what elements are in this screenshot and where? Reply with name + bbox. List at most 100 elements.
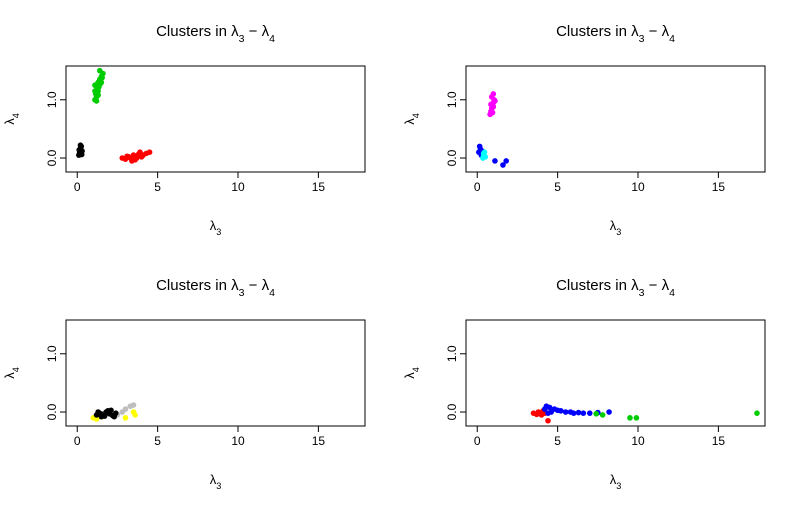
- data-point: [633, 415, 640, 421]
- data-point: [580, 410, 587, 416]
- data-point: [492, 98, 498, 104]
- series-1: [76, 142, 85, 158]
- data-point: [546, 404, 553, 411]
- y-axis-label-symbol: λ: [402, 372, 417, 379]
- y-tick-label: 1.0: [445, 345, 459, 362]
- data-point: [586, 410, 593, 416]
- data-point: [489, 109, 496, 116]
- series-1: [487, 91, 498, 118]
- data-point: [500, 162, 506, 168]
- chart-title-subscript: 4: [269, 33, 275, 45]
- chart-title-subscript: 3: [239, 33, 245, 45]
- y-tick-label: 1.0: [45, 345, 59, 362]
- x-axis-label-symbol: λ: [610, 472, 617, 487]
- y-tick-label: 0.0: [45, 149, 59, 166]
- x-axis-label-symbol: λ: [210, 472, 217, 487]
- data-point: [480, 150, 487, 157]
- data-point: [99, 74, 105, 81]
- chart-title: Clusters in λ3 − λ4: [156, 23, 275, 45]
- data-point: [545, 417, 551, 424]
- series-3: [119, 149, 153, 164]
- data-point: [593, 410, 600, 417]
- data-point: [575, 409, 582, 416]
- chart-title-symbol: λ: [262, 277, 270, 294]
- data-point: [476, 143, 483, 150]
- chart-title: Clusters in λ3 − λ4: [556, 277, 675, 299]
- plot-frame: [65, 319, 366, 427]
- x-tick-label: 10: [631, 434, 645, 448]
- x-tick-label: 10: [231, 434, 245, 448]
- chart-title-symbol: λ: [231, 277, 239, 294]
- data-point: [490, 91, 497, 97]
- data-point: [132, 412, 138, 418]
- chart-title-subscript: 4: [669, 287, 675, 299]
- y-tick-label: 0.0: [445, 149, 459, 166]
- data-point: [76, 147, 82, 153]
- x-tick-label: 5: [554, 434, 561, 448]
- x-tick-label: 15: [312, 434, 326, 448]
- series-2: [541, 403, 612, 416]
- x-axis-label-subscript: 3: [616, 227, 621, 237]
- x-axis-label-symbol: λ: [610, 218, 617, 233]
- y-axis-label: λ4: [2, 367, 21, 379]
- y-axis-label-subscript: 4: [411, 367, 421, 372]
- chart-title-text: Clusters in: [156, 23, 231, 40]
- x-axis-label: λ3: [610, 218, 622, 237]
- data-point: [545, 410, 551, 416]
- data-point: [78, 151, 85, 158]
- chart-title-symbol: λ: [662, 23, 670, 40]
- data-point: [122, 415, 129, 421]
- data-point: [93, 98, 100, 104]
- chart-title-operator: −: [644, 277, 661, 294]
- x-axis-label-subscript: 3: [216, 481, 221, 491]
- chart-title-text: Clusters in: [156, 277, 231, 294]
- data-point: [606, 409, 612, 415]
- chart-title-subscript: 3: [639, 33, 645, 45]
- x-axis-label-subscript: 3: [616, 481, 621, 491]
- chart-title-operator: −: [244, 277, 261, 294]
- data-point: [97, 80, 104, 87]
- x-tick-label: 10: [631, 180, 645, 194]
- x-tick-label: 15: [712, 180, 726, 194]
- y-axis-label-subscript: 4: [11, 367, 21, 372]
- chart-title-symbol: λ: [262, 23, 270, 40]
- series-3: [93, 407, 119, 420]
- data-point: [130, 402, 137, 408]
- x-tick-label: 0: [74, 434, 81, 448]
- data-point: [135, 151, 142, 158]
- chart-title-symbol: λ: [631, 277, 639, 294]
- x-axis-label: λ3: [210, 472, 222, 491]
- data-point: [111, 413, 118, 420]
- x-tick-label: 15: [712, 434, 726, 448]
- chart-title: Clusters in λ3 − λ4: [156, 277, 275, 299]
- x-tick-label: 5: [154, 434, 161, 448]
- chart-title-subscript: 3: [239, 287, 245, 299]
- x-tick-label: 0: [74, 180, 81, 194]
- data-point: [492, 158, 498, 164]
- chart-title-symbol: λ: [231, 23, 239, 40]
- chart-title-operator: −: [644, 23, 661, 40]
- data-point: [754, 410, 760, 416]
- data-point: [533, 411, 540, 418]
- x-tick-label: 10: [231, 180, 245, 194]
- chart-title-symbol: λ: [662, 277, 670, 294]
- x-axis-label: λ3: [610, 472, 622, 491]
- plot-frame: [465, 319, 766, 427]
- data-point: [503, 158, 509, 164]
- chart-title-operator: −: [244, 23, 261, 40]
- data-point: [146, 149, 153, 155]
- x-tick-label: 5: [554, 180, 561, 194]
- series-2: [92, 67, 106, 104]
- x-axis-label-symbol: λ: [210, 218, 217, 233]
- series-3: [480, 149, 489, 161]
- data-point: [96, 67, 103, 74]
- y-axis-label-subscript: 4: [411, 113, 421, 118]
- chart-title-subscript: 3: [639, 287, 645, 299]
- data-point: [490, 103, 497, 110]
- data-point: [558, 408, 564, 414]
- y-tick-label: 0.0: [45, 403, 59, 420]
- data-point: [599, 412, 606, 418]
